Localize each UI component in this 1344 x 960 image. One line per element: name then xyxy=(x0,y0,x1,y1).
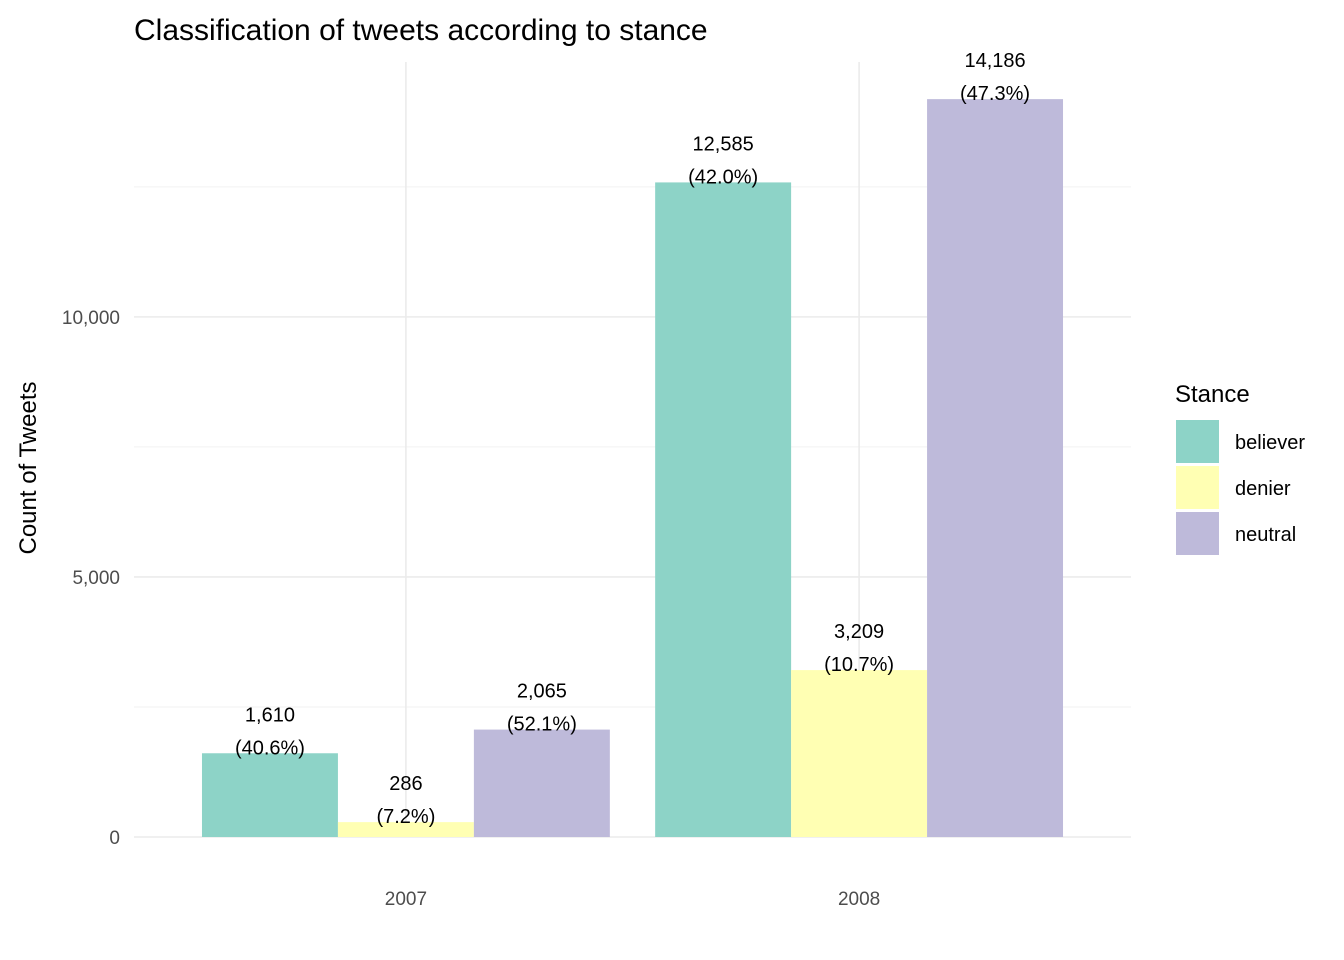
bar-denier-2007 xyxy=(337,822,474,837)
bar-believer-2007 xyxy=(201,753,338,837)
data-label-count: 2,065 xyxy=(517,681,567,703)
data-label-percent: (7.2%) xyxy=(376,806,435,828)
legend: Stance believer denier neutral xyxy=(1175,381,1305,555)
bar-neutral-2007 xyxy=(473,729,610,837)
y-axis-ticks: 0 5,000 10,000 xyxy=(62,308,120,849)
y-tick-label: 10,000 xyxy=(62,308,120,329)
bar-neutral-2008 xyxy=(927,99,1064,838)
y-axis-title: Count of Tweets xyxy=(15,382,42,555)
legend-title: Stance xyxy=(1175,381,1250,408)
data-label-count: 14,186 xyxy=(964,50,1025,72)
y-tick-label: 0 xyxy=(109,828,120,849)
data-label-percent: (52.1%) xyxy=(507,714,577,736)
legend-label-neutral: neutral xyxy=(1235,524,1296,546)
chart-title: Classification of tweets according to st… xyxy=(134,14,708,47)
bar-denier-2008 xyxy=(791,670,928,837)
legend-label-believer: believer xyxy=(1235,432,1305,454)
x-axis-ticks: 2007 2008 xyxy=(385,889,880,910)
data-label-count: 3,209 xyxy=(834,621,884,643)
legend-key-neutral xyxy=(1176,512,1219,555)
legend-key-denier xyxy=(1176,466,1219,509)
data-label-percent: (40.6%) xyxy=(235,737,305,759)
data-label-count: 1,610 xyxy=(245,704,295,726)
x-tick-label: 2008 xyxy=(838,889,880,910)
data-label-count: 286 xyxy=(389,773,422,795)
legend-label-denier: denier xyxy=(1235,478,1291,500)
data-label-percent: (47.3%) xyxy=(960,83,1030,105)
y-tick-label: 5,000 xyxy=(72,568,120,589)
data-label-percent: (42.0%) xyxy=(688,166,758,188)
data-label-percent: (10.7%) xyxy=(824,654,894,676)
bar-believer-2008 xyxy=(655,182,792,837)
bars xyxy=(201,99,1064,838)
bar-labels: 1,610 (40.6%) 12,585 (42.0%) 286 (7.2%) 3,209 (… xyxy=(235,50,1030,828)
x-tick-label: 2007 xyxy=(385,889,427,910)
legend-key-believer xyxy=(1176,420,1219,463)
data-label-count: 12,585 xyxy=(693,133,754,155)
